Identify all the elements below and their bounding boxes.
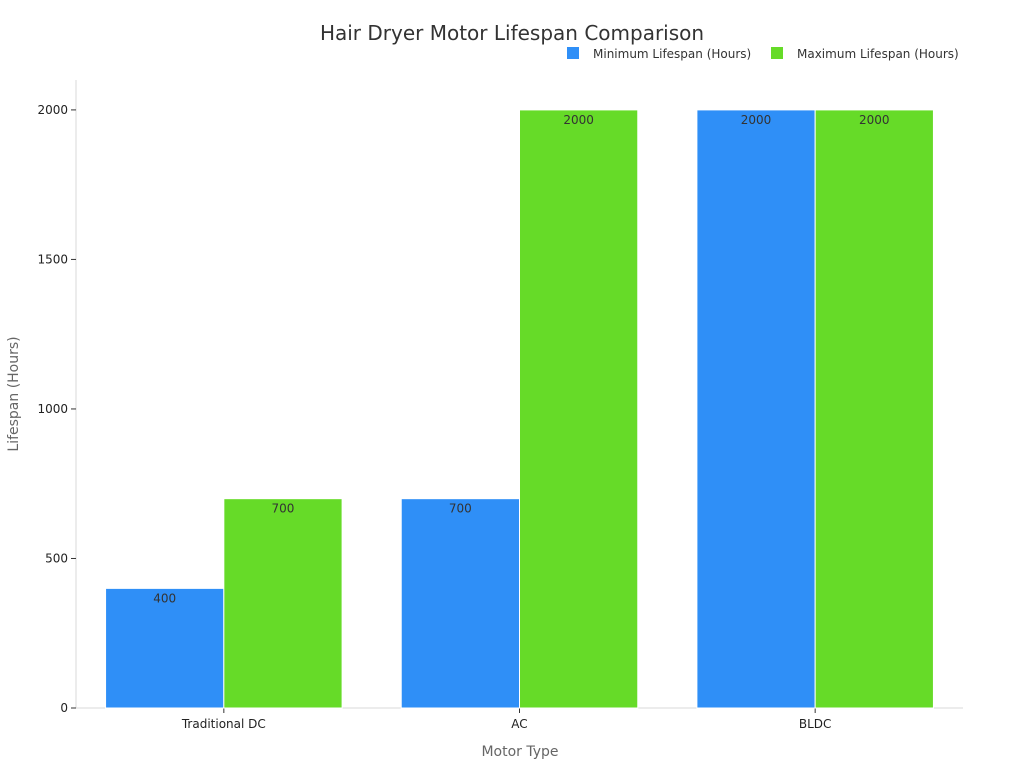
x-tick-label: BLDC [799,717,832,731]
y-tick-label: 2000 [37,103,68,117]
bar-maximum-ac [519,109,639,709]
legend-swatch-minimum [567,47,579,59]
y-tick-label: 1500 [37,252,68,266]
data-label: 2000 [859,113,890,127]
y-tick-label: 1000 [37,402,68,416]
bar-minimum-bldc [696,109,816,709]
legend: Minimum Lifespan (Hours) Maximum Lifespa… [567,47,959,61]
legend-label-maximum: Maximum Lifespan (Hours) [797,47,959,61]
plot-area: 0 500 1000 1500 2000 Traditional DC 400 700 AC 70… [37,80,963,731]
data-label: 400 [153,591,176,605]
chart-title: Hair Dryer Motor Lifespan Comparison [320,21,704,45]
legend-label-minimum: Minimum Lifespan (Hours) [593,47,751,61]
bar-minimum-ac [400,498,521,709]
bar-minimum-traditional-dc [105,587,225,709]
x-tick-label: AC [511,717,527,731]
x-tick-label: Traditional DC [181,717,266,731]
y-tick-label: 0 [60,701,68,715]
bar-maximum-traditional-dc [223,498,343,709]
legend-swatch-maximum [771,47,783,59]
bar-maximum-bldc [814,109,934,709]
data-label: 2000 [563,113,594,127]
data-label: 2000 [741,113,772,127]
x-axis-title: Motor Type [481,744,558,760]
data-label: 700 [449,502,472,516]
y-axis-title: Lifespan (Hours) [6,336,22,451]
y-tick-label: 500 [45,551,68,565]
data-label: 700 [272,502,295,516]
